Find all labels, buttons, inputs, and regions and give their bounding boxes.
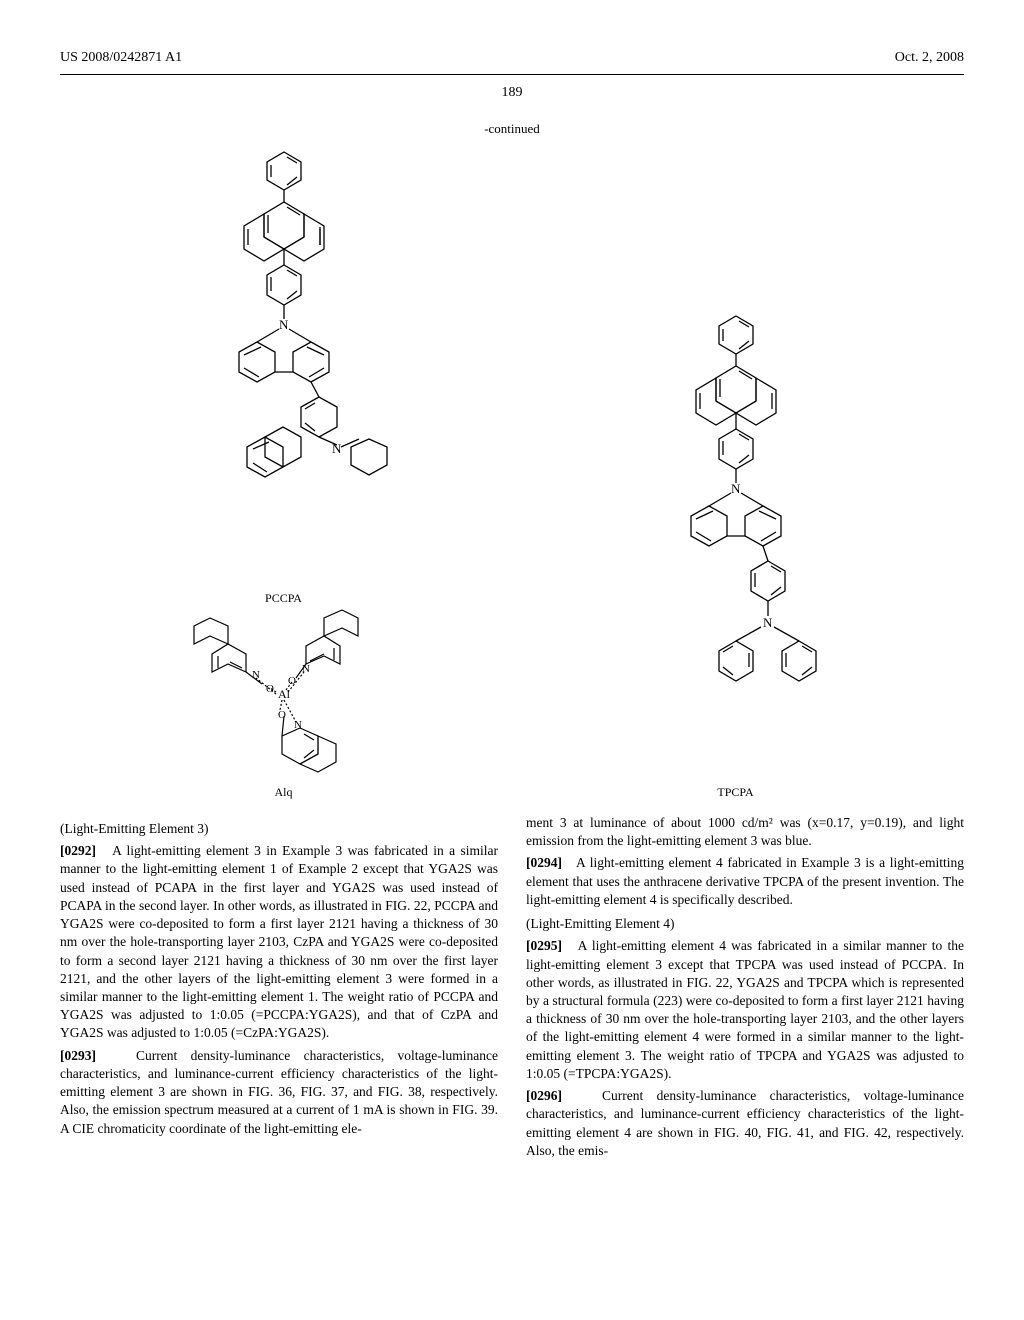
svg-text:N: N [332,441,342,456]
alq-label: Alq [275,785,293,800]
para-num-0296: [0296] [526,1088,562,1103]
structure-right-col: N N [616,311,856,800]
tpcpa-label: TPCPA [717,785,753,800]
para-text-0296: Current density-luminance characteristic… [526,1088,964,1158]
para-lead-right: ment 3 at luminance of about 1000 cd/m² … [526,814,964,850]
svg-text:N: N [763,615,773,630]
continued-label: -continued [60,121,964,137]
section-title-le3: (Light-Emitting Element 3) [60,820,498,838]
para-0294: [0294] A light-emitting element 4 fabric… [526,854,964,909]
column-right: ment 3 at luminance of about 1000 cd/m² … [526,814,964,1164]
page-header: US 2008/0242871 A1 Oct. 2, 2008 [60,50,964,66]
para-0296: [0296] Current density-luminance charact… [526,1087,964,1160]
header-pubnum: US 2008/0242871 A1 [60,50,182,66]
pccpa-label: PCCPA [265,591,302,606]
pccpa-structure: N N [169,147,399,587]
para-0292: [0292] A light-emitting element 3 in Exa… [60,842,498,1042]
svg-text:Al: Al [278,687,291,701]
para-text-0294: A light-emitting element 4 fabricated in… [526,855,964,906]
para-text-0295: A light-emitting element 4 was fabricate… [526,938,964,1081]
page-number: 189 [60,85,964,101]
para-num-0295: [0295] [526,938,562,953]
svg-text:O: O [266,683,274,695]
para-text-0292: A light-emitting element 3 in Example 3 … [60,843,498,1040]
para-0293: [0293] Current density-luminance charact… [60,1047,498,1138]
para-num-0294: [0294] [526,855,562,870]
alq-structure: Al N O N O [184,606,384,781]
section-title-le4: (Light-Emitting Element 4) [526,915,964,933]
body-columns: (Light-Emitting Element 3) [0292] A ligh… [60,814,964,1164]
header-date: Oct. 2, 2008 [895,50,964,66]
tpcpa-structure: N N [616,311,856,781]
para-text-0293: Current density-luminance characteristic… [60,1048,498,1136]
page: US 2008/0242871 A1 Oct. 2, 2008 189 -con… [0,0,1024,1204]
svg-text:O: O [278,709,286,721]
column-left: (Light-Emitting Element 3) [0292] A ligh… [60,814,498,1164]
para-num-0292: [0292] [60,843,96,858]
svg-text:N: N [731,481,741,496]
para-num-0293: [0293] [60,1048,96,1063]
structures-row: N N [60,147,964,800]
para-0295: [0295] A light-emitting element 4 was fa… [526,937,964,1083]
structure-left-col: N N [169,147,399,800]
header-rule [60,74,964,75]
svg-text:N: N [279,317,289,332]
